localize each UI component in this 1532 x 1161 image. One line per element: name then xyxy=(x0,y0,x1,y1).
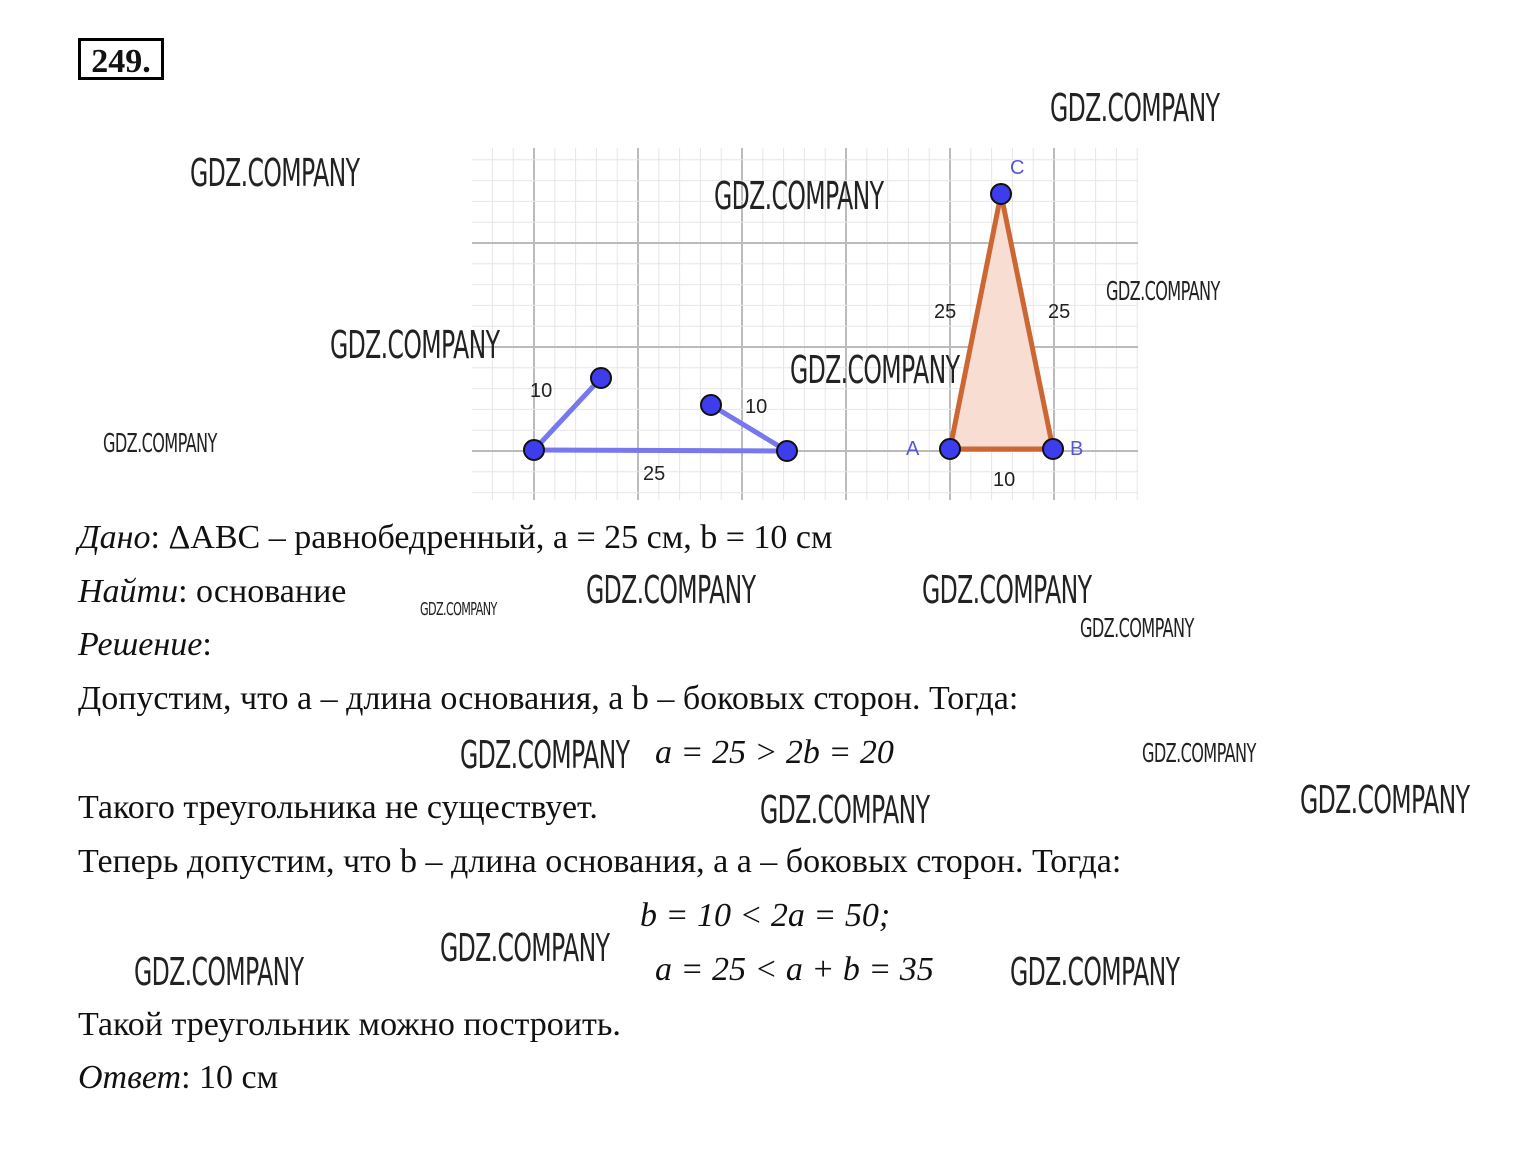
case2-triangle xyxy=(946,193,1057,452)
answer-body: : 10 см xyxy=(181,1059,279,1096)
label-b: B xyxy=(1070,438,1083,460)
formula-3: a = 25 < a + b = 35 xyxy=(655,951,934,988)
watermark: GDZ.COMPANY xyxy=(1106,277,1220,307)
point-a xyxy=(939,438,961,460)
watermark: GDZ.COMPANY xyxy=(760,788,930,832)
watermark: GDZ.COMPANY xyxy=(330,323,500,367)
formula-2: b = 10 < 2a = 50; xyxy=(640,897,891,934)
label-a: A xyxy=(906,438,920,460)
assumption-2: Теперь допустим, что b – длина основания… xyxy=(78,843,1122,880)
given-body: : ΔABC – равнобедренный, a = 25 см, b = … xyxy=(150,519,833,556)
answer-label: Ответ xyxy=(78,1059,182,1096)
assumption-1: Допустим, что a – длина основания, а b –… xyxy=(78,680,1019,717)
label-10-right: 10 xyxy=(745,396,767,418)
given-label: Дано xyxy=(78,519,151,556)
triangle-fill xyxy=(950,194,1053,449)
watermark: GDZ.COMPANY xyxy=(1080,614,1194,644)
label-25-base: 25 xyxy=(643,463,665,485)
watermark: GDZ.COMPANY xyxy=(103,429,217,459)
formula-1: a = 25 > 2b = 20 xyxy=(655,734,894,771)
label-25-ac: 25 xyxy=(934,301,956,323)
label-10-ab: 10 xyxy=(993,469,1015,491)
solution-colon: : xyxy=(202,626,212,663)
watermark: GDZ.COMPANY xyxy=(1050,86,1220,130)
find-body: : основание xyxy=(178,573,347,610)
segment-left xyxy=(531,375,604,453)
watermark: GDZ.COMPANY xyxy=(420,599,497,620)
watermark: GDZ.COMPANY xyxy=(134,950,304,994)
watermark: GDZ.COMPANY xyxy=(922,568,1092,612)
point-b xyxy=(1042,438,1064,460)
watermark: GDZ.COMPANY xyxy=(790,348,960,392)
point-c xyxy=(990,183,1012,205)
label-c: C xyxy=(1010,157,1024,179)
watermark: GDZ.COMPANY xyxy=(1010,950,1180,994)
problem-number: 249. xyxy=(78,38,164,80)
watermark: GDZ.COMPANY xyxy=(714,174,884,218)
solution-label: Решение xyxy=(78,626,203,663)
solution-line: Решение: xyxy=(78,625,212,665)
triangle-abc xyxy=(946,193,1057,452)
watermark: GDZ.COMPANY xyxy=(440,926,610,970)
watermark: GDZ.COMPANY xyxy=(1142,739,1256,769)
segment-right xyxy=(708,402,790,454)
points xyxy=(523,183,1064,462)
conclusion-2: Такой треугольник можно построить. xyxy=(78,1006,621,1043)
find-label: Найти xyxy=(78,573,179,610)
point xyxy=(700,394,722,416)
case1-segments xyxy=(531,375,790,454)
find-line: Найти: основание xyxy=(78,572,346,612)
label-25-bc: 25 xyxy=(1048,301,1070,323)
watermark: GDZ.COMPANY xyxy=(1300,778,1470,822)
point xyxy=(523,439,545,461)
given-line: Дано: ΔABC – равнобедренный, a = 25 см, … xyxy=(78,518,833,558)
segment-base xyxy=(531,447,790,454)
label-10-left: 10 xyxy=(530,380,552,402)
point xyxy=(590,367,612,389)
point xyxy=(776,440,798,462)
conclusion-1: Такого треугольника не существует. xyxy=(78,789,598,826)
answer-line: Ответ: 10 см xyxy=(78,1058,278,1098)
watermark: GDZ.COMPANY xyxy=(460,733,630,777)
watermark: GDZ.COMPANY xyxy=(586,568,756,612)
diagram: 10 25 10 25 25 10 A B C xyxy=(472,148,1138,500)
watermark: GDZ.COMPANY xyxy=(190,151,360,195)
